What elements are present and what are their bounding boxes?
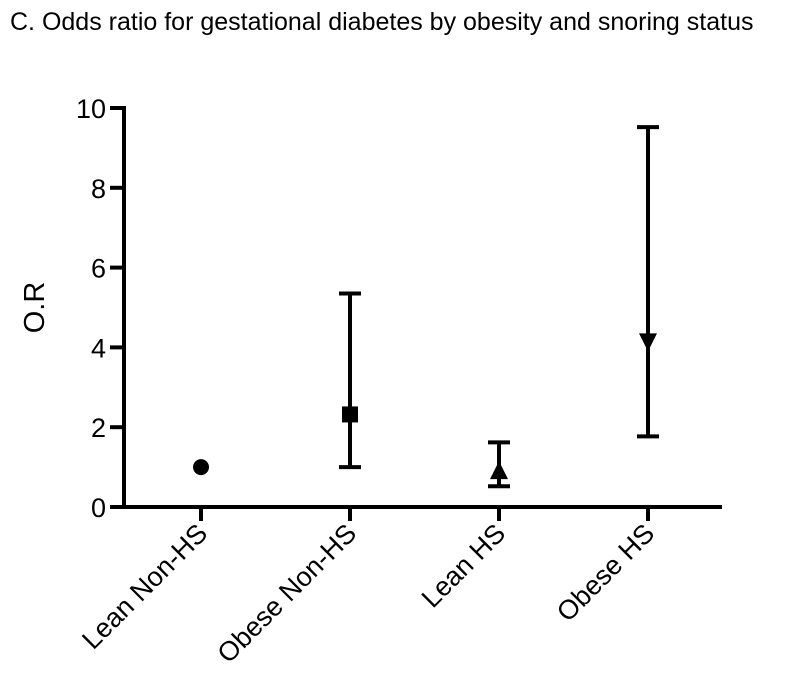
y-tick-label: 10	[76, 94, 106, 124]
data-point-circle	[193, 459, 209, 476]
y-tick-label: 6	[91, 254, 106, 284]
x-tick-label: Lean HS	[416, 518, 512, 614]
data-point-triangle-up	[490, 461, 508, 480]
chart-title: C. Odds ratio for gestational diabetes b…	[10, 8, 754, 36]
y-axis-label: O.R	[19, 282, 51, 334]
y-tick-label: 2	[91, 413, 106, 443]
x-tick-label: Obese Non-HS	[212, 518, 363, 669]
y-tick-label: 8	[91, 174, 106, 204]
data-point-square	[342, 406, 358, 423]
y-tick-label: 4	[91, 333, 106, 363]
x-tick-label: Obese HS	[551, 518, 660, 627]
y-tick-label: 0	[91, 493, 106, 523]
x-tick-label: Lean Non-HS	[76, 518, 213, 655]
data-point-triangle-down	[639, 333, 657, 352]
